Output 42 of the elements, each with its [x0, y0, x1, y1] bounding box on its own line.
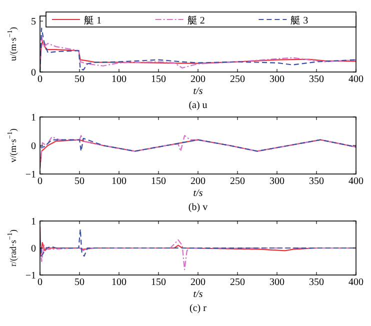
x-tick-label: 300: [270, 176, 284, 187]
x-tick-label: 150: [151, 277, 166, 288]
legend-label: 艇 1: [84, 16, 102, 26]
x-tick-label: 100: [112, 277, 126, 288]
text: (b) v: [188, 202, 208, 213]
x-axis-title: t/s: [193, 86, 203, 97]
x-tick-label: 100: [112, 176, 126, 187]
x-tick-label: 350: [309, 74, 324, 85]
x-tick-label: 250: [230, 277, 245, 288]
y-tick-label: −1: [25, 270, 36, 282]
y-tick-label: 0: [31, 244, 36, 254]
y-tick-label: 1: [31, 216, 36, 228]
x-tick-label: 300: [270, 277, 284, 288]
x-tick-label: 250: [230, 74, 245, 85]
x-tick-label: 50: [74, 176, 84, 187]
legend-label: 艇 3: [290, 16, 308, 26]
x-tick-label: 400: [348, 176, 364, 187]
x-tick-label: 50: [74, 277, 84, 288]
x-tick-label: 400: [348, 74, 364, 85]
x-tick-label: 200: [190, 176, 206, 187]
y-tick-label: 1: [31, 112, 36, 124]
y-tick-label: 5: [31, 16, 36, 28]
legend-label: 艇 2: [187, 16, 205, 26]
x-tick-label: 200: [190, 74, 206, 85]
text: (a) u: [188, 100, 208, 111]
line-series: [40, 28, 356, 72]
text: (c) r: [190, 303, 208, 314]
x-tick-label: 300: [270, 74, 284, 85]
x-tick-label: 50: [74, 74, 84, 85]
x-tick-label: 150: [151, 74, 166, 85]
x-tick-label: 250: [230, 176, 245, 187]
x-tick-label: 350: [309, 277, 324, 288]
x-tick-label: 100: [112, 74, 126, 85]
x-axis-title: t/s: [193, 289, 203, 300]
x-tick-label: 400: [348, 277, 364, 288]
y-tick-label: −1: [25, 170, 36, 180]
x-axis-title: t/s: [193, 188, 203, 199]
y-tick-label: 0: [31, 141, 36, 152]
x-tick-label: 200: [190, 277, 206, 288]
x-tick-label: 350: [309, 176, 324, 187]
x-tick-label: 150: [151, 176, 166, 187]
line-series: [40, 138, 356, 152]
